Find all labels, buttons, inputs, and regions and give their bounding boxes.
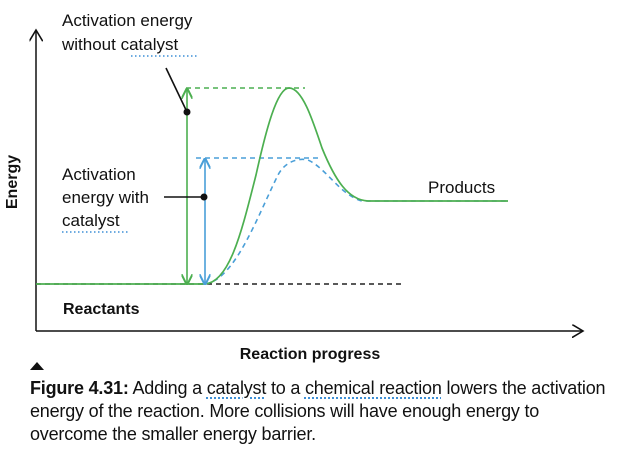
glossary-link-catalyst[interactable]: catalyst [206,378,267,398]
caption-text: to a [266,378,305,398]
uncatalyzed-reaction-curve [36,87,508,285]
y-axis-title: Energy [4,155,21,209]
label-activation-with-catalyst-line1: Activation [62,165,136,184]
label-reactants: Reactants [63,301,140,318]
glossary-term-catalyst: catalyst [121,35,179,54]
leader-line-without-catalyst [165,67,188,113]
figure-label: Figure 4.31: [30,378,129,398]
triangle-up-icon[interactable] [30,362,44,370]
label-activation-no-catalyst-line2: without catalyst [61,35,179,54]
leader-dot-without-catalyst [183,108,191,116]
caption-text: Adding a [128,378,207,398]
label-activation-no-catalyst-line1: Activation energy [62,11,193,30]
figure-caption: Figure 4.31: Adding a catalyst to a chem… [30,377,610,446]
x-axis-title: Reaction progress [240,346,381,363]
caption-text: lowers the activation energy of the reac… [30,378,606,444]
label-products: Products [428,178,495,197]
catalyzed-reaction-curve [204,158,508,285]
label-activation-with-catalyst-line3: catalyst [62,211,120,230]
glossary-link-chemical-reaction[interactable]: chemical reaction [304,378,442,398]
label-activation-with-catalyst-line2: energy with [62,188,149,207]
leader-dot-with-catalyst [200,193,208,201]
